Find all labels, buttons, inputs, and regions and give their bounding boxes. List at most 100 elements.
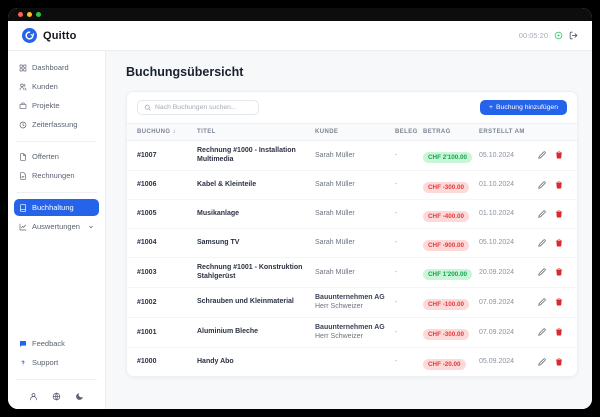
amount-badge: CHF -300.00 [423,181,470,193]
trash-icon [555,298,563,306]
delete-booking-button[interactable] [555,357,563,366]
table-row[interactable]: #1005 Musikanlage Sarah Müller - CHF -40… [127,200,577,229]
minimize-window-button[interactable] [27,12,32,17]
invoice-icon [20,171,26,180]
delete-booking-button[interactable] [555,268,563,276]
question-mark-icon [21,360,25,365]
column-header-beleg[interactable]: BELEG [395,129,418,135]
table-row[interactable]: #1004 Samsung TV Sarah Müller - CHF -900… [127,229,577,258]
edit-booking-button[interactable] [538,298,546,306]
amount-badge: CHF -300.00 [423,329,470,341]
user-profile-button[interactable] [29,392,38,401]
table-body: #1007 Rechnung #1000 - Installation Mult… [127,141,577,376]
column-header-titel[interactable]: TITEL [197,129,216,135]
search-icon [144,104,151,111]
chat-bubble-icon [20,340,26,347]
sidebar-item-support[interactable]: Support [14,354,99,371]
booking-beleg: - [395,239,398,247]
booking-beleg: - [395,358,398,365]
sidebar-item-offerten[interactable]: Offerten [14,148,99,165]
document-icon [20,152,26,161]
table-row[interactable]: #1002 Schrauben und Kleinmaterial Bauunt… [127,288,577,318]
briefcase-icon [19,102,27,109]
edit-booking-button[interactable] [538,328,546,336]
booking-title: Rechnung #1000 - Installation Multimedia [197,147,296,164]
sidebar-item-rechnungen[interactable]: Rechnungen [14,167,99,184]
table-row[interactable]: #1006 Kabel & Kleinteile Sarah Müller - … [127,171,577,200]
main-content: Buchungsübersicht + Buchung hinzufügen B… [106,51,592,409]
chart-icon [19,223,27,230]
table-row[interactable]: #1000 Handy Abo - CHF -20.00 05.09.2024 [127,348,577,376]
sidebar-item-projekte[interactable]: Projekte [14,97,99,114]
booking-customer: Sarah Müller [315,151,355,159]
trash-icon [555,239,563,247]
amount-badge: CHF -400.00 [423,210,470,222]
plus-icon: + [489,104,494,111]
sidebar-item-dashboard[interactable]: Dashboard [14,59,99,76]
dark-mode-button[interactable] [75,392,84,401]
booking-beleg: - [395,210,398,218]
pencil-icon [538,357,546,366]
edit-booking-button[interactable] [538,181,546,189]
trash-icon [555,210,563,218]
delete-booking-button[interactable] [555,181,563,189]
app-header: Quitto 00:05:20 [8,21,592,51]
sidebar-item-label: Support [32,358,59,367]
edit-booking-button[interactable] [538,268,546,276]
delete-booking-button[interactable] [555,298,563,306]
add-booking-button[interactable]: + Buchung hinzufügen [480,100,567,115]
language-globe-icon [52,392,61,401]
amount-badge: CHF 2'100.00 [423,152,472,164]
booking-date: 01.10.2024 [479,210,515,218]
booking-beleg: - [395,268,398,276]
table-row[interactable]: #1001 Aluminium Bleche Bauunternehmen AG… [127,318,577,348]
column-header-kunde[interactable]: KUNDE [315,129,339,135]
booking-beleg: - [395,181,398,189]
trash-icon [555,181,563,189]
booking-id: #1007 [137,151,157,159]
amount-badge: CHF -20.00 [423,358,466,370]
book-icon [20,203,26,212]
edit-booking-button[interactable] [538,239,546,247]
sidebar-divider [16,192,97,193]
column-header-betrag[interactable]: BETRAG [423,129,451,135]
pencil-icon [538,151,546,160]
maximize-window-button[interactable] [36,12,41,17]
language-button[interactable] [52,392,61,401]
sidebar-item-buchhaltung[interactable]: Buchhaltung [14,199,99,216]
close-window-button[interactable] [18,12,23,17]
delete-booking-button[interactable] [555,328,563,336]
edit-booking-button[interactable] [538,210,546,218]
delete-booking-button[interactable] [555,210,563,218]
session-timer: 00:05:20 [518,31,548,40]
pencil-icon [538,268,546,276]
timer-play-button[interactable] [554,31,563,40]
delete-booking-button[interactable] [555,239,563,247]
booking-customer: Sarah Müller [315,210,355,218]
sidebar-item-zeiterfassung[interactable]: Zeiterfassung [14,116,99,133]
search-input[interactable] [155,104,252,111]
sidebar-item-label: Dashboard [32,63,69,72]
booking-id: #1005 [137,210,157,218]
sidebar-item-auswertungen[interactable]: Auswertungen [14,218,99,235]
delete-booking-button[interactable] [555,151,563,160]
booking-date: 07.09.2024 [479,328,515,336]
booking-customer: Sarah Müller [315,181,355,189]
user-icon [30,393,37,401]
sidebar: Dashboard Kunden Projekte Zeiterfassung … [8,51,106,409]
sidebar-item-kunden[interactable]: Kunden [14,78,99,95]
column-header-erstellt-am[interactable]: ERSTELLT AM [479,129,525,135]
table-row[interactable]: #1007 Rechnung #1000 - Installation Mult… [127,141,577,171]
edit-booking-button[interactable] [538,151,546,160]
table-row[interactable]: #1003 Rechnung #1001 - Konstruktion Stah… [127,258,577,288]
sidebar-item-label: Kunden [32,82,58,91]
chevron-down-icon [89,225,93,228]
booking-id: #1006 [137,181,157,189]
booking-title: Musikanlage [197,210,240,218]
logout-button[interactable] [569,31,578,40]
sidebar-divider [16,141,97,142]
column-header-buchung[interactable]: BUCHUNG ↓ [137,129,176,135]
edit-booking-button[interactable] [538,357,546,366]
sidebar-item-feedback[interactable]: Feedback [14,335,99,352]
booking-beleg: - [395,151,398,159]
